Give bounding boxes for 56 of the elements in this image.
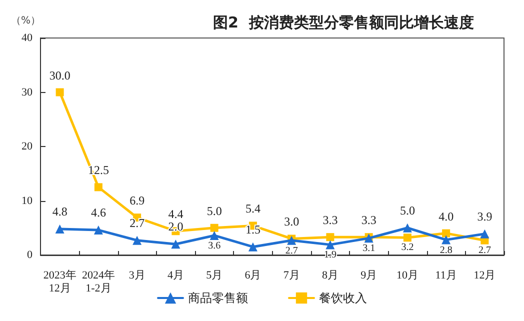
data-label: 3.1 <box>362 243 376 254</box>
point <box>56 88 64 96</box>
point <box>402 223 412 232</box>
y-tick-label: 20 <box>22 140 33 152</box>
x-tick-label: 8月 <box>322 270 338 282</box>
data-label: 4.6 <box>90 206 106 220</box>
data-label: 6.9 <box>130 194 145 208</box>
x-tick-label: 3月 <box>128 270 146 282</box>
data-label: 3.3 <box>322 213 338 228</box>
point <box>248 242 258 252</box>
data-label: 2.7 <box>478 244 491 256</box>
x-tick-label: 2024年 1-2月 <box>82 270 115 294</box>
data-label: 3.3 <box>361 213 376 228</box>
chart-title: 图2 按消费类型分零售额同比增长速度 <box>213 14 474 32</box>
x-tick-label: 2023年 12月 <box>43 270 76 294</box>
point <box>326 233 334 242</box>
x-tick-label: 11月 <box>435 270 457 282</box>
point <box>442 235 451 244</box>
data-label: 3.0 <box>284 214 300 229</box>
data-label: 5.0 <box>206 204 222 218</box>
data-label: 3.6 <box>208 240 221 252</box>
point <box>94 226 103 235</box>
data-label: 5.0 <box>400 203 415 218</box>
x-tick-label: 12月 <box>474 270 496 282</box>
point <box>210 230 219 240</box>
x-tick-label: 4月 <box>167 270 184 282</box>
data-label: 30.0 <box>49 68 70 82</box>
point <box>480 229 490 238</box>
point <box>94 183 102 192</box>
point <box>403 234 412 242</box>
y-axis-title: （%） <box>10 16 40 26</box>
data-label: 3.2 <box>401 242 414 254</box>
y-tick-label: 10 <box>22 194 33 207</box>
point <box>326 240 335 250</box>
data-label: 4.8 <box>52 204 68 218</box>
x-tick-label: 7月 <box>283 270 300 282</box>
x-tick-label: 10月 <box>396 270 418 282</box>
point <box>132 236 142 245</box>
data-label: 2.8 <box>440 244 452 256</box>
data-label: 5.4 <box>245 202 260 216</box>
x-tick-label: 5月 <box>206 270 223 282</box>
point <box>55 224 64 234</box>
x-tick-label: 6月 <box>244 270 262 282</box>
legend-label: 餐饮收入 <box>319 291 367 305</box>
data-label: 2.7 <box>285 245 298 256</box>
data-label: 4.4 <box>168 207 184 222</box>
y-tick-label: 40 <box>22 32 33 44</box>
y-tick-label: 0 <box>27 249 33 261</box>
point <box>210 224 218 232</box>
point <box>442 229 450 238</box>
legend-label: 商品零售额 <box>188 291 248 305</box>
data-label: 4.0 <box>438 209 454 224</box>
x-tick-label: 9月 <box>360 270 378 282</box>
data-label: 3.9 <box>477 209 492 224</box>
point <box>171 240 180 249</box>
y-tick-label: 30 <box>22 86 33 98</box>
